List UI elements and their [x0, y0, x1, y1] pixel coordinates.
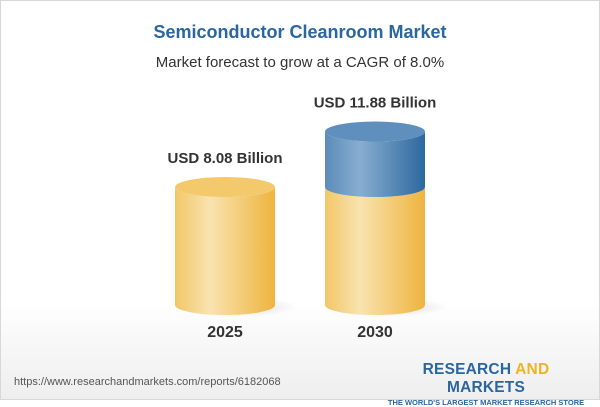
- bar-cylinder-top: [175, 177, 275, 198]
- source-url[interactable]: https://www.researchandmarkets.com/repor…: [14, 376, 281, 388]
- bar-cylinder: [175, 187, 275, 315]
- bar-cylinder-growth: [325, 131, 425, 198]
- logo-tagline: THE WORLD'S LARGEST MARKET RESEARCH STOR…: [387, 398, 585, 407]
- x-tick-label: 2030: [357, 324, 393, 341]
- chart-subtitle: Market forecast to grow at a CAGR of 8.0…: [155, 54, 445, 71]
- data-label: USD 8.08 Billion: [167, 150, 282, 167]
- bar-cylinder-base: [325, 187, 425, 315]
- logo-text-and: AND: [515, 361, 550, 378]
- chart-title: Semiconductor Cleanroom Market: [153, 22, 447, 42]
- logo-text: MARKETS: [446, 379, 526, 396]
- research-and-markets-logo: RESEARCH AND MARKETS THE WORLD'S LARGEST…: [384, 361, 588, 407]
- x-tick-label: 2025: [207, 324, 243, 341]
- logo-text: RESEARCH: [422, 361, 516, 378]
- data-label: USD 11.88 Billion: [314, 95, 437, 112]
- bar-cylinder-top: [325, 121, 425, 142]
